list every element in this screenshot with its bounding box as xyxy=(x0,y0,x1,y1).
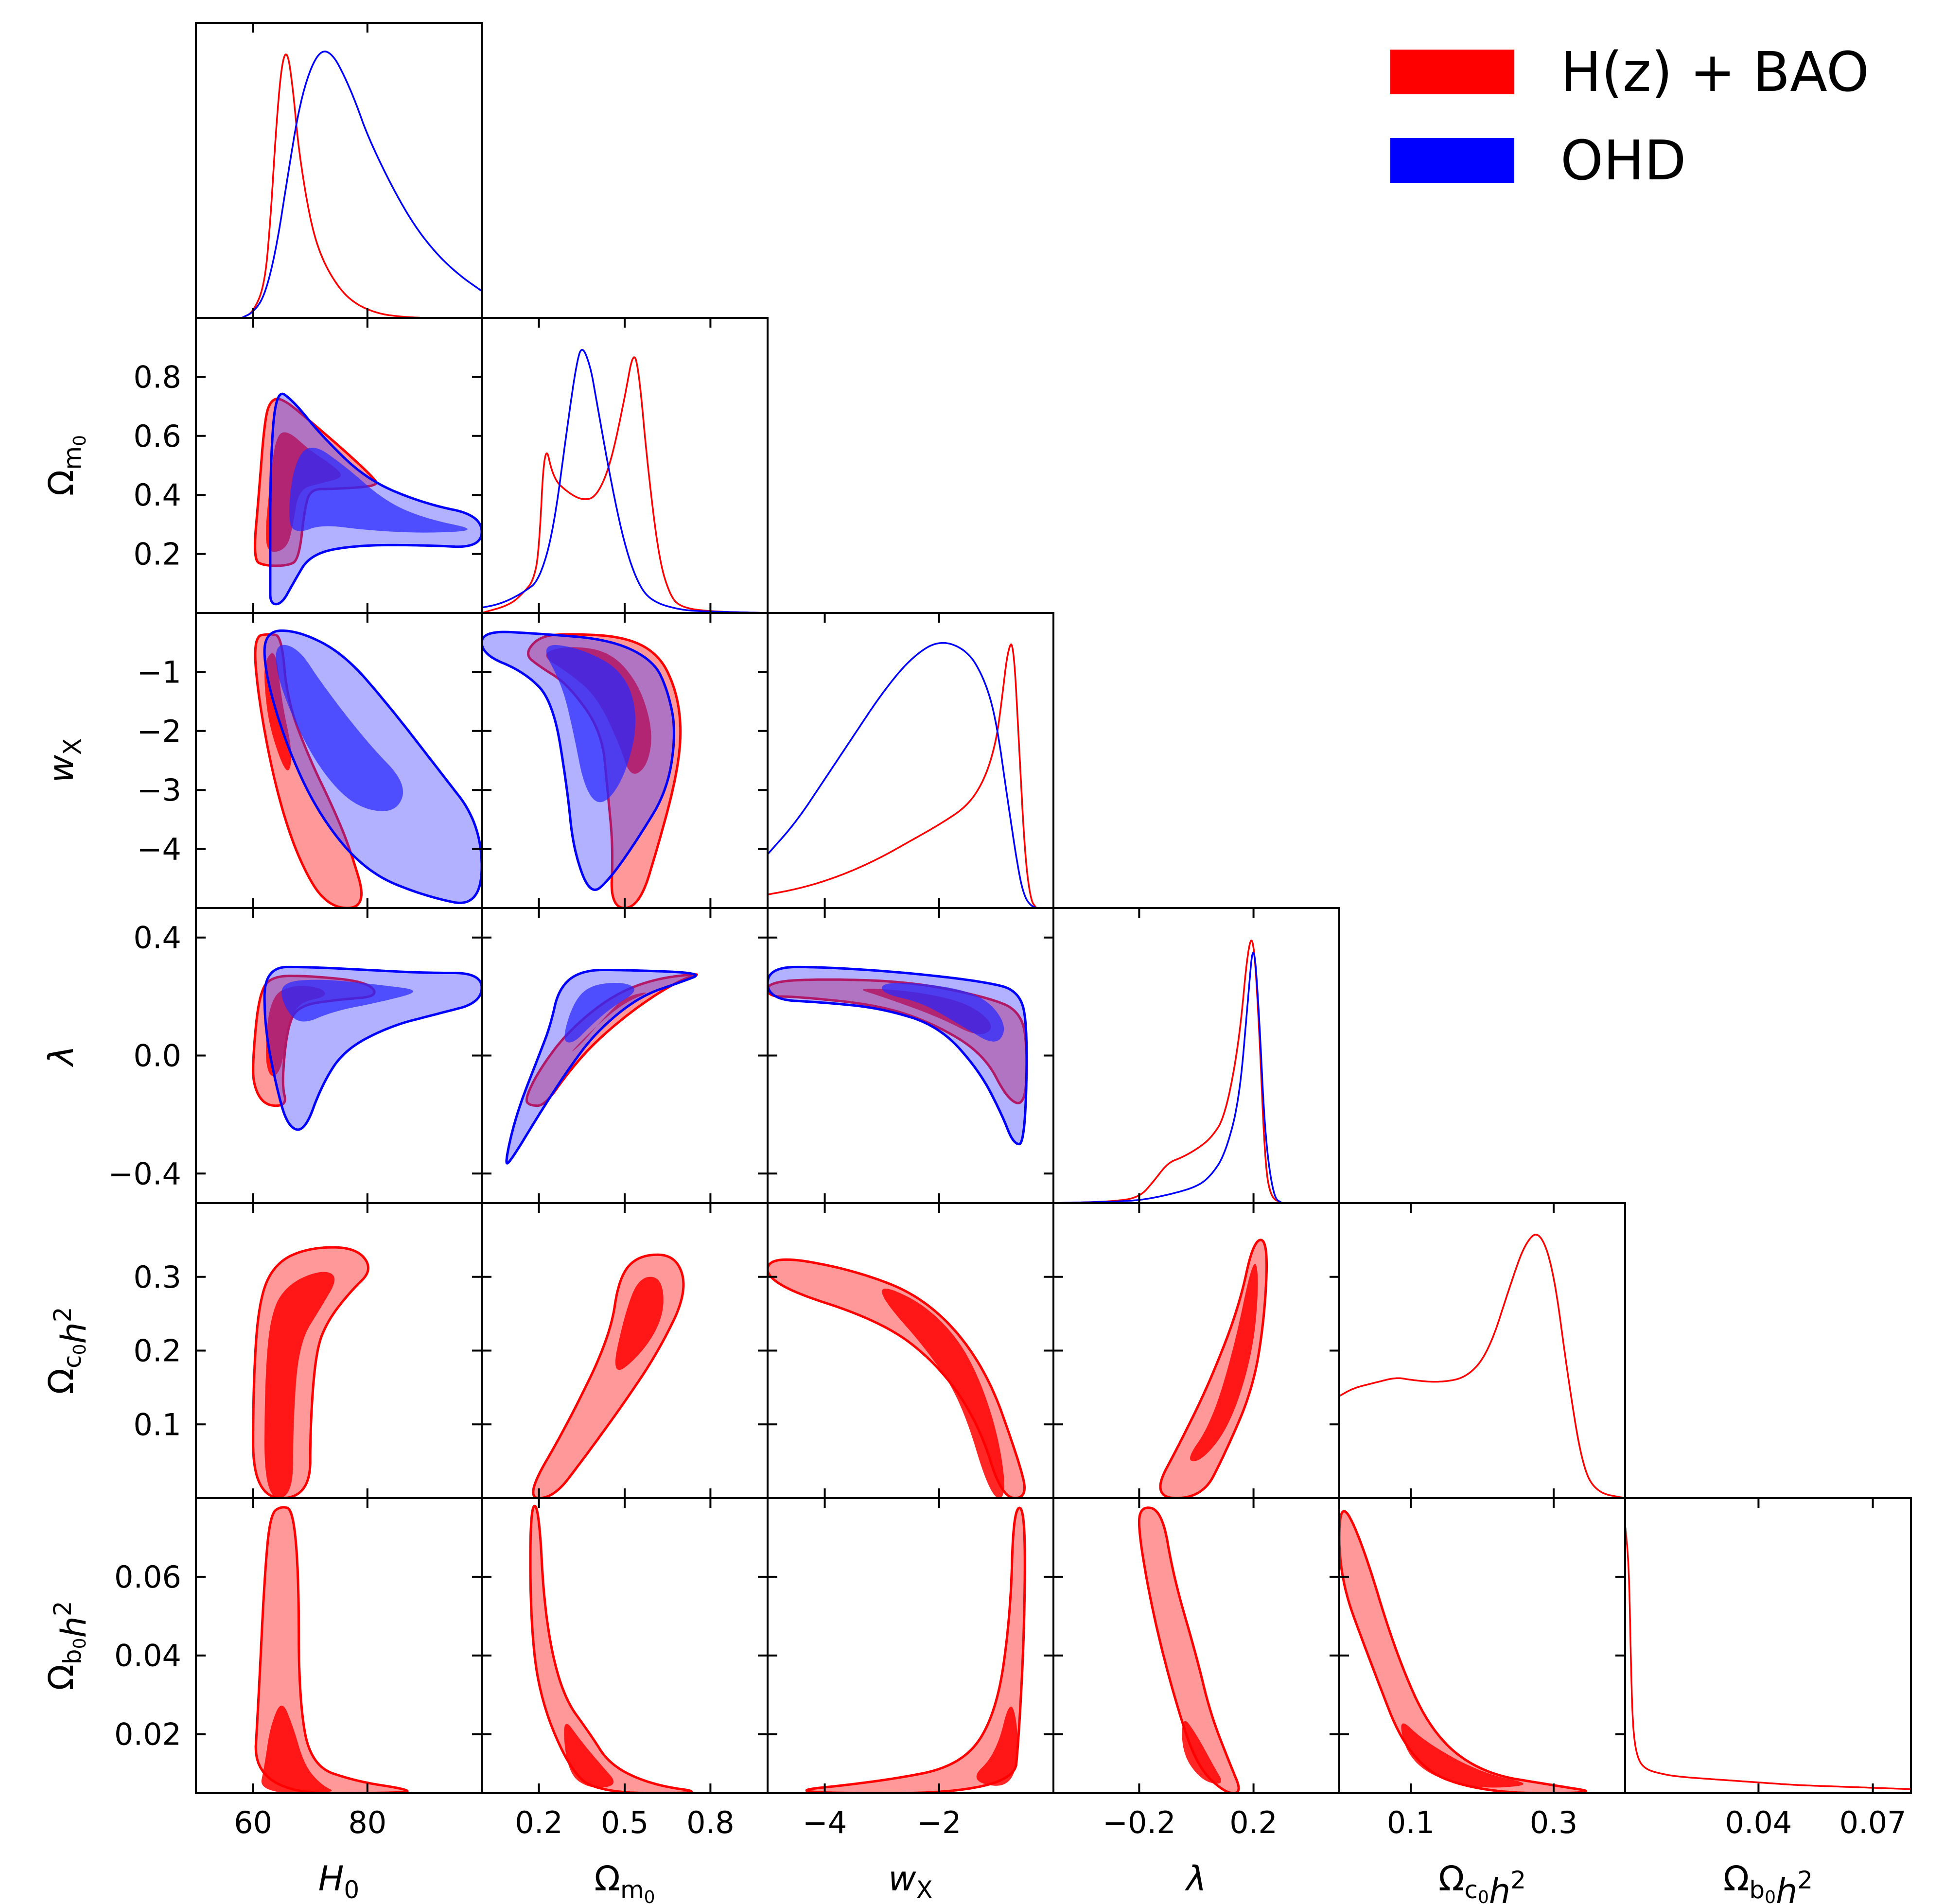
y-axis-label-oc: Ωc0h2 xyxy=(41,1307,94,1394)
panel-frame-lam-om xyxy=(481,907,769,1204)
y-tick-label-oc: 0.2 xyxy=(133,1333,181,1369)
contour-h-z-bao-outer-oc-lam xyxy=(1159,1239,1268,1498)
contour-ohd-inner-lam-wx xyxy=(882,983,1004,1042)
marginal-h-z-bao-h0 xyxy=(241,53,425,318)
panel-frame-wx-wx xyxy=(767,612,1054,909)
marginal-h-z-bao-wx xyxy=(768,643,1037,908)
y-tick-label-ob: 0.06 xyxy=(114,1559,181,1595)
panel-frame-om-om xyxy=(481,317,769,614)
y-tick-label-om: 0.4 xyxy=(133,477,181,513)
legend-label-ohd: OHD xyxy=(1560,129,1686,192)
legend-label-hz-bao: H(z) + BAO xyxy=(1560,41,1869,104)
panel-frame-oc-oc xyxy=(1338,1202,1626,1499)
x-tick-label-h0: 80 xyxy=(348,1805,386,1840)
y-axis-label-wx: wX xyxy=(41,738,87,783)
contour-ohd-outer-lam-om xyxy=(505,969,697,1165)
legend-swatch-ohd xyxy=(1390,138,1514,183)
x-tick-label-om: 0.8 xyxy=(686,1805,735,1840)
x-tick-label-oc: 0.3 xyxy=(1530,1805,1578,1840)
y-axis-label-ob: Ωb0h2 xyxy=(41,1601,94,1690)
x-axis-label-wx: wX xyxy=(888,1859,933,1904)
contour-ohd-inner-wx-om xyxy=(546,645,636,803)
x-axis-label-h0: H0 xyxy=(318,1859,359,1904)
marginal-ohd-h0 xyxy=(241,51,482,318)
panel-frame-ob-om xyxy=(481,1497,769,1794)
contour-h-z-bao-inner-ob-wx xyxy=(976,1706,1017,1786)
x-tick-label-h0: 60 xyxy=(234,1805,272,1840)
y-tick-label-ob: 0.04 xyxy=(114,1638,181,1674)
y-tick-label-wx: −3 xyxy=(137,772,181,808)
panel-frame-ob-ob xyxy=(1624,1497,1912,1794)
x-tick-label-lam: 0.2 xyxy=(1229,1805,1278,1840)
contour-h-z-bao-inner-ob-oc xyxy=(1401,1723,1524,1788)
x-axis-label-ob: Ωb0h2 xyxy=(1723,1859,1813,1904)
y-tick-label-lam: −0.4 xyxy=(108,1156,181,1191)
x-tick-label-wx: −2 xyxy=(917,1805,961,1840)
x-tick-label-ob: 0.04 xyxy=(1725,1805,1792,1840)
x-tick-label-wx: −4 xyxy=(803,1805,847,1840)
y-tick-label-om: 0.6 xyxy=(133,419,181,454)
y-axis-label-om: Ωm0 xyxy=(41,435,90,496)
marginal-ohd-lam xyxy=(1053,952,1283,1203)
y-tick-label-wx: −1 xyxy=(137,654,181,690)
y-tick-label-oc: 0.1 xyxy=(133,1407,181,1442)
x-tick-label-oc: 0.1 xyxy=(1387,1805,1435,1840)
contour-h-z-bao-outer-ob-wx xyxy=(805,1506,1026,1793)
legend: H(z) + BAO OHD xyxy=(1390,41,1869,192)
contour-h-z-bao-inner-wx-h0 xyxy=(264,653,291,770)
x-axis-label-lam: λ xyxy=(1184,1859,1206,1899)
x-tick-label-ob: 0.07 xyxy=(1839,1805,1907,1840)
contour-h-z-bao-inner-oc-lam xyxy=(1190,1263,1258,1462)
contour-ohd-inner-wx-h0 xyxy=(276,645,403,811)
y-tick-label-wx: −2 xyxy=(137,714,181,749)
legend-swatch-hz-bao xyxy=(1390,50,1514,94)
panel-frame-lam-lam xyxy=(1052,907,1340,1204)
contour-h-z-bao-inner-lam-h0 xyxy=(266,986,325,1076)
contour-ohd-inner-om-h0 xyxy=(289,448,468,533)
contour-h-z-bao-outer-ob-om xyxy=(529,1504,693,1793)
y-tick-label-wx: −4 xyxy=(137,832,181,867)
marginal-h-z-bao-ob xyxy=(1625,1524,1911,1790)
marginal-h-z-bao-om xyxy=(482,356,768,613)
marginal-ohd-om xyxy=(482,349,768,613)
y-axis-label-lam: λ xyxy=(41,1046,81,1067)
y-tick-label-oc: 0.3 xyxy=(133,1259,181,1295)
x-axis-label-oc: Ωc0h2 xyxy=(1438,1859,1526,1904)
marginal-ohd-wx xyxy=(768,642,1037,908)
contour-h-z-bao-inner-ob-h0 xyxy=(261,1705,332,1793)
x-axis-label-om: Ωm0 xyxy=(594,1859,655,1904)
contour-ohd-inner-lam-h0 xyxy=(281,979,413,1022)
contour-h-z-bao-inner-ob-lam xyxy=(1182,1721,1221,1784)
contour-ohd-inner-lam-om xyxy=(564,983,634,1043)
contour-h-z-bao-inner-ob-om xyxy=(564,1724,614,1788)
contour-h-z-bao-inner-oc-om xyxy=(615,1276,664,1370)
contour-h-z-bao-outer-ob-h0 xyxy=(254,1506,409,1793)
x-tick-label-om: 0.5 xyxy=(601,1805,649,1840)
contour-h-z-bao-outer-ob-oc xyxy=(1339,1510,1588,1793)
y-tick-label-om: 0.2 xyxy=(133,537,181,572)
y-tick-label-lam: 0.4 xyxy=(133,920,181,956)
y-tick-label-lam: 0.0 xyxy=(133,1038,181,1074)
contour-h-z-bao-inner-oc-wx xyxy=(882,1289,1004,1498)
y-tick-label-om: 0.8 xyxy=(133,359,181,395)
marginal-h-z-bao-lam xyxy=(1053,939,1283,1203)
contour-h-z-bao-inner-oc-h0 xyxy=(264,1272,335,1498)
panel-frame-ob-h0 xyxy=(195,1497,483,1794)
contour-h-z-bao-outer-ob-lam xyxy=(1138,1506,1240,1793)
x-tick-label-lam: −0.2 xyxy=(1103,1805,1176,1840)
y-tick-label-ob: 0.02 xyxy=(114,1717,181,1752)
marginal-h-z-bao-oc xyxy=(1339,1234,1625,1498)
x-tick-label-om: 0.2 xyxy=(515,1805,563,1840)
